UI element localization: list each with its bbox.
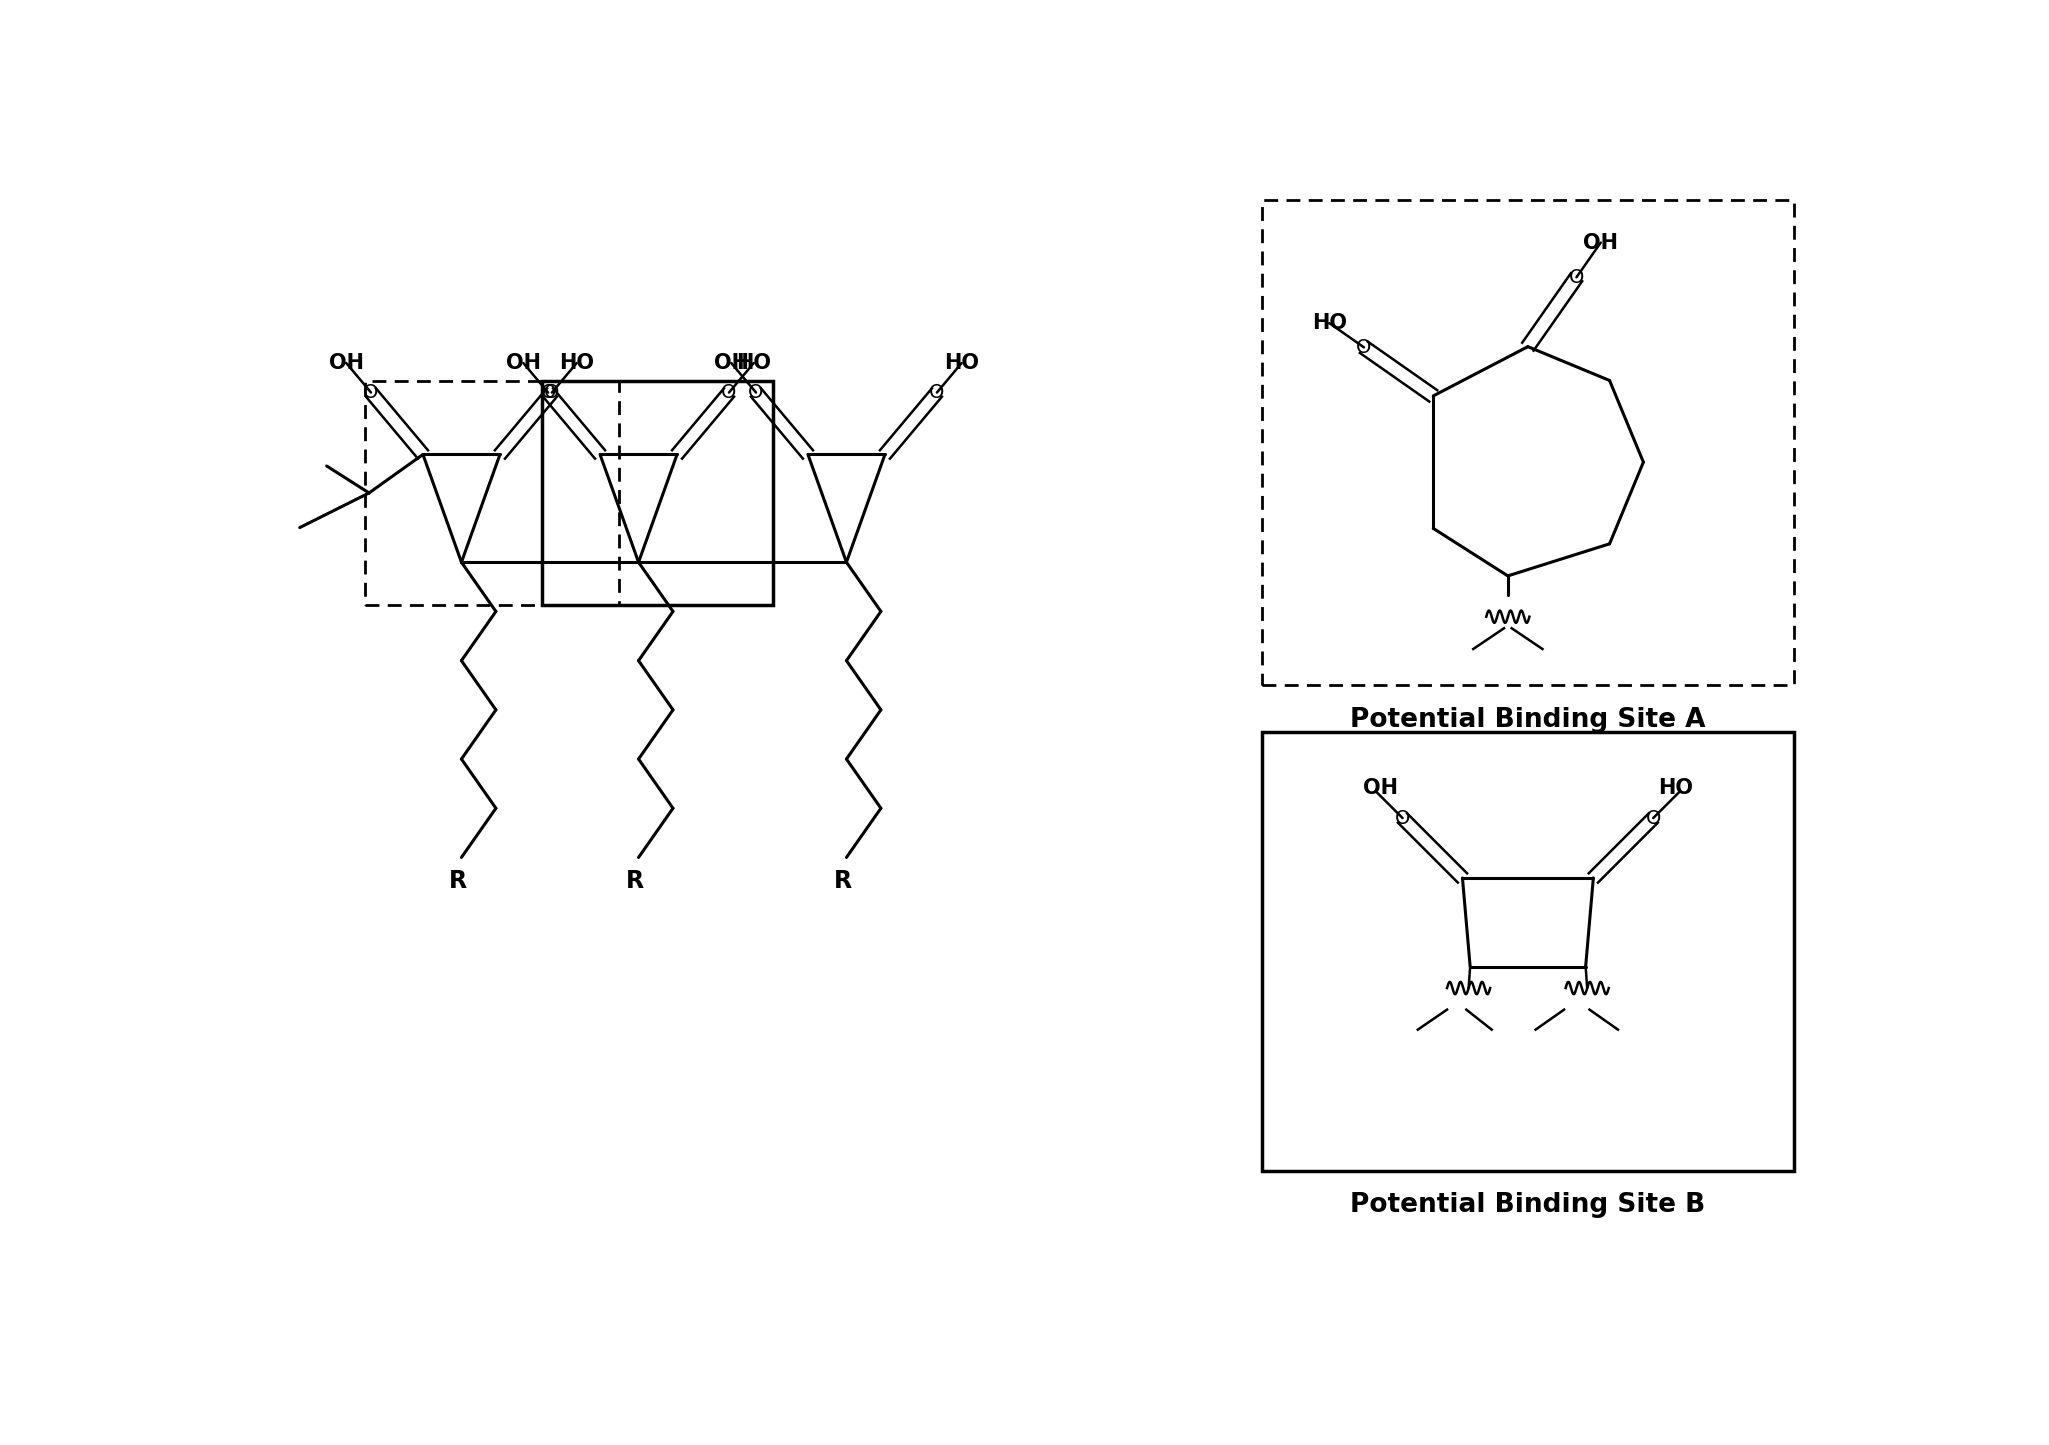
- Text: R: R: [834, 868, 852, 893]
- Text: HO: HO: [736, 353, 770, 373]
- Text: R: R: [449, 868, 467, 893]
- Text: O: O: [1395, 809, 1410, 828]
- Text: Potential Binding Site A: Potential Binding Site A: [1350, 707, 1705, 733]
- Text: HO: HO: [1658, 777, 1692, 798]
- Bar: [1262, 731, 1793, 1170]
- Text: HO: HO: [1311, 314, 1346, 332]
- Text: HO: HO: [559, 353, 594, 373]
- Text: OH: OH: [1363, 777, 1397, 798]
- Text: Potential Binding Site B: Potential Binding Site B: [1350, 1192, 1705, 1218]
- Text: O: O: [1645, 809, 1662, 828]
- Text: O: O: [930, 383, 945, 402]
- Text: O: O: [363, 383, 379, 402]
- Text: O: O: [545, 383, 559, 402]
- Text: OH: OH: [1584, 233, 1619, 253]
- Bar: [365, 381, 619, 604]
- Text: O: O: [541, 383, 555, 402]
- Text: OH: OH: [713, 353, 748, 373]
- Text: O: O: [721, 383, 738, 402]
- Text: HO: HO: [945, 353, 979, 373]
- Text: OH: OH: [328, 353, 365, 373]
- Text: O: O: [1356, 338, 1371, 357]
- Bar: [1262, 201, 1793, 685]
- Text: O: O: [1570, 267, 1584, 286]
- Text: OH: OH: [506, 353, 541, 373]
- Text: O: O: [748, 383, 764, 402]
- Bar: [543, 381, 772, 604]
- Text: R: R: [625, 868, 643, 893]
